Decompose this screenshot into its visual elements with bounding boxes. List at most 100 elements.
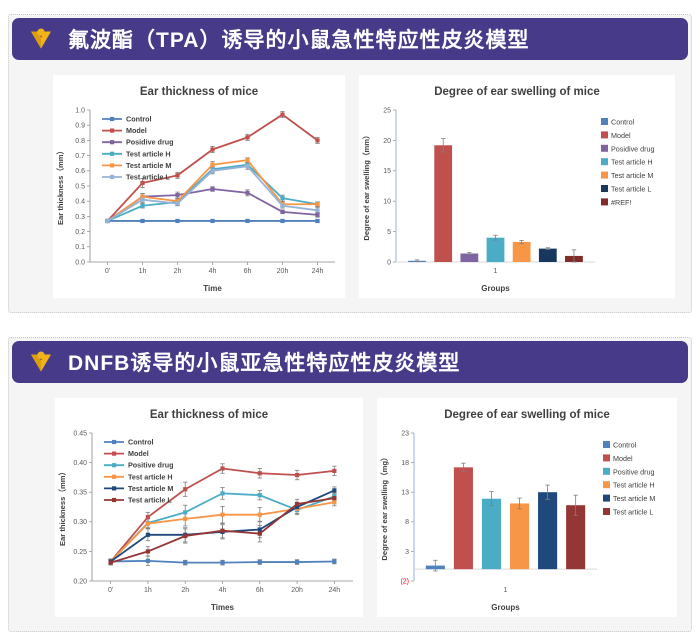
svg-text:Groups: Groups [491,603,520,612]
svg-text:Times: Times [211,603,235,612]
svg-text:Test article M: Test article M [126,161,171,170]
svg-text:3: 3 [405,549,409,556]
svg-text:Test article H: Test article H [128,472,173,481]
svg-text:0': 0' [105,268,110,275]
svg-text:Model: Model [126,126,147,135]
svg-text:Test article L: Test article L [126,173,170,182]
svg-text:Test article H: Test article H [611,158,653,167]
svg-text:0.25: 0.25 [73,549,87,556]
svg-text:Posidive drug: Posidive drug [126,138,174,147]
svg-text:2h: 2h [174,268,182,275]
svg-text:0.9: 0.9 [75,123,85,130]
svg-text:Test article M: Test article M [128,484,173,493]
svg-text:(2): (2) [400,578,409,585]
dnfb-banner: DNFB诱导的小鼠亚急性特应性皮炎模型 [12,341,688,383]
svg-text:0.30: 0.30 [73,519,87,526]
tpa-ear-swelling-bar-chart: 0 5 10 15 20 25 Degree of ear swelling（mm） Grou… [361,107,655,293]
svg-text:Degree of ear swelling（mg）: Degree of ear swelling（mg） [379,453,389,560]
svg-text:0.40: 0.40 [73,460,87,467]
svg-text:20h: 20h [277,268,289,275]
svg-text:0.5: 0.5 [75,183,85,190]
svg-text:20: 20 [383,138,391,145]
svg-text:0': 0' [108,587,113,594]
dnfb-banner-title: DNFB诱导的小鼠亚急性特应性皮炎模型 [68,352,461,375]
dnfb-ear-thickness-line-chart: 0.20 0.25 0.30 0.35 0.40 0.45 Ear thickness（mm… [57,430,353,612]
svg-text:Test article H: Test article H [613,481,655,490]
svg-text:2h: 2h [181,587,189,594]
svg-text:Groups: Groups [481,284,510,293]
svg-text:Degree of ear swelling（mm）: Degree of ear swelling（mm） [361,131,371,240]
dnfb-charts-row: Ear thickness of mice 0.20 0.25 0.30 0.35 0.… [9,386,691,631]
svg-text:Test article L: Test article L [128,496,172,505]
tpa-ear-thickness-chart-card: Ear thickness of mice 0.0 0.1 0.2 0.3 0.4 0.5… [53,75,345,298]
tpa-ear-thickness-line-chart: 0.0 0.1 0.2 0.3 0.4 0.5 0.6 0.7 0.8 0.9 1.0 Ear thi… [55,107,335,293]
svg-text:Control: Control [126,115,152,124]
svg-text:Test article M: Test article M [611,171,653,180]
svg-text:Test article L: Test article L [613,508,653,517]
svg-text:0.20: 0.20 [73,578,87,585]
svg-text:1h: 1h [139,268,147,275]
dnfb-bar-chart-title: Degree of ear swelling of mice [444,409,610,421]
svg-text:0.35: 0.35 [73,490,87,497]
tpa-banner: 氟波酯（TPA）诱导的小鼠急性特应性皮炎模型 [12,18,688,60]
svg-text:6h: 6h [256,587,264,594]
svg-text:0.8: 0.8 [75,138,85,145]
dnfb-line-chart-title: Ear thickness of mice [149,409,269,421]
svg-text:4h: 4h [209,268,217,275]
svg-text:25: 25 [383,107,391,114]
svg-text:18: 18 [401,460,409,467]
svg-text:Positive drug: Positive drug [613,467,655,476]
svg-text:4h: 4h [219,587,227,594]
svg-text:Test article L: Test article L [611,185,651,194]
svg-text:Model: Model [128,449,149,458]
svg-text:1h: 1h [144,587,152,594]
svg-text:0.3: 0.3 [75,214,85,221]
svg-text:Control: Control [128,438,154,447]
svg-text:24h: 24h [329,587,341,594]
svg-text:Control: Control [613,441,637,450]
svg-text:Ear thickness（mm）: Ear thickness（mm） [55,147,65,225]
svg-text:Model: Model [613,454,633,463]
svg-text:20h: 20h [291,587,303,594]
svg-text:1.0: 1.0 [75,107,85,114]
dnfb-ear-thickness-chart-card: Ear thickness of mice 0.20 0.25 0.30 0.35 0.… [55,398,363,617]
dnfb-ear-swelling-bar-chart: (2) 3 8 13 18 23 Degree of ear swelling（mg） Gro… [379,430,655,612]
dnfb-ear-swelling-chart-card: Degree of ear swelling of mice (2) 3 8 13 18… [377,398,677,617]
svg-text:0.7: 0.7 [75,153,85,160]
svg-text:Positive drug: Positive drug [128,461,174,470]
brand-v-logo-icon [28,26,54,52]
svg-text:6h: 6h [244,268,252,275]
svg-text:0.2: 0.2 [75,229,85,236]
svg-text:0.4: 0.4 [75,199,85,206]
tpa-bar-chart-title: Degree of ear swelling of mice [434,86,600,98]
svg-text:15: 15 [383,168,391,175]
svg-text:Ear thickness（mm）: Ear thickness（mm） [57,468,67,546]
brand-v-logo-icon [28,349,54,375]
svg-text:Model: Model [611,131,631,140]
svg-text:#REF!: #REF! [611,198,631,207]
svg-text:0.1: 0.1 [75,244,85,251]
svg-text:13: 13 [401,490,409,497]
svg-text:8: 8 [405,519,409,526]
svg-text:23: 23 [401,430,409,437]
svg-text:5: 5 [387,229,391,236]
svg-text:Posidive drug: Posidive drug [611,144,655,153]
svg-text:1: 1 [494,268,498,275]
tpa-model-panel: 氟波酯（TPA）诱导的小鼠急性特应性皮炎模型 Ear thickness of … [8,14,692,313]
svg-text:Test article M: Test article M [613,494,655,503]
dnfb-model-panel: DNFB诱导的小鼠亚急性特应性皮炎模型 Ear thickness of mic… [8,337,692,632]
tpa-ear-swelling-chart-card: Degree of ear swelling of mice 0 5 10 15 20 2… [359,75,675,298]
svg-text:Time: Time [203,284,222,293]
svg-text:Control: Control [611,118,635,127]
svg-text:0.45: 0.45 [73,430,87,437]
svg-text:10: 10 [383,199,391,206]
tpa-charts-row: Ear thickness of mice 0.0 0.1 0.2 0.3 0.4 0.5… [9,63,691,312]
tpa-banner-title: 氟波酯（TPA）诱导的小鼠急性特应性皮炎模型 [68,29,530,52]
svg-text:0.0: 0.0 [75,259,85,266]
svg-text:0.6: 0.6 [75,168,85,175]
svg-text:0: 0 [387,259,391,266]
svg-text:Test article H: Test article H [126,149,171,158]
svg-text:24h: 24h [312,268,324,275]
tpa-line-chart-title: Ear thickness of mice [139,86,259,98]
